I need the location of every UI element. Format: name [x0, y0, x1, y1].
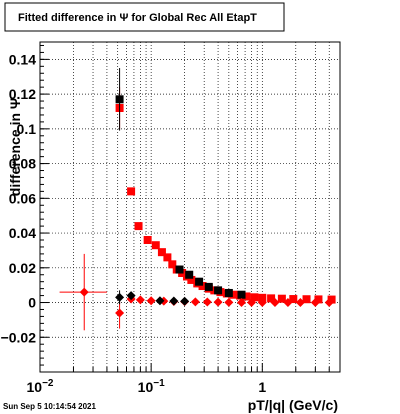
data-point-square: [185, 270, 194, 279]
data-point-diamond: [169, 296, 179, 306]
data-point-square: [151, 241, 160, 250]
y-tick-label: 0: [28, 295, 36, 311]
data-point-diamond: [247, 298, 257, 308]
data-point-square: [327, 295, 336, 304]
data-point-diamond: [135, 295, 145, 305]
y-tick-label: 0.06: [9, 190, 36, 206]
data-point-diamond: [324, 298, 334, 308]
data-point-diamond: [257, 298, 267, 308]
data-point-diamond: [310, 298, 320, 308]
data-point-square: [237, 290, 246, 299]
data-point-square: [198, 282, 207, 291]
data-point-diamond: [283, 298, 293, 308]
axis-ticks: [40, 44, 330, 373]
data-point-diamond: [180, 296, 190, 306]
data-point-square: [204, 282, 213, 291]
data-point-square: [242, 292, 251, 301]
data-point-diamond: [115, 292, 125, 302]
data-point-square: [163, 253, 172, 262]
data-point-square: [250, 293, 259, 302]
y-tick-label: 0.02: [9, 260, 36, 276]
grid: [40, 42, 340, 372]
data-point-square: [187, 275, 196, 284]
y-tick-label: −0.02: [1, 329, 37, 345]
timestamp: Sun Sep 5 10:14:54 2021: [3, 402, 96, 411]
x-tick-labels: 10−2 10−1 1: [27, 378, 267, 395]
y-axis-label: difference in Ψ: [7, 98, 23, 196]
x-tick-label: 10−2: [27, 378, 54, 395]
x-tick-label: 10−1: [138, 378, 165, 395]
data-point-square: [168, 260, 177, 269]
data-point-diamond: [126, 291, 136, 301]
data-point-square: [277, 294, 286, 303]
data-point-diamond: [295, 298, 305, 308]
plot-frame: [39, 41, 341, 373]
data-point-square: [157, 248, 166, 257]
data-point-square: [267, 294, 276, 303]
data-point-square: [195, 277, 204, 286]
data-point-square: [289, 295, 298, 304]
data-marks: [59, 68, 336, 331]
data-point-square: [115, 95, 124, 104]
data-point-diamond: [79, 287, 89, 297]
data-point-diamond: [270, 298, 280, 308]
data-point-diamond: [202, 297, 212, 307]
data-point-diamond: [213, 297, 223, 307]
data-point-square: [175, 265, 184, 274]
y-tick-label: 0.14: [9, 51, 36, 67]
data-point-diamond: [224, 297, 234, 307]
data-point-square: [143, 236, 152, 244]
data-point-square: [127, 187, 136, 196]
data-point-diamond: [190, 297, 200, 307]
data-point-square: [134, 222, 143, 231]
data-point-square: [302, 295, 311, 304]
data-point-diamond: [155, 296, 165, 306]
x-axis-label: pT/|q| (GeV/c): [248, 397, 338, 413]
data-point-diamond: [115, 308, 125, 318]
data-point-diamond: [237, 298, 247, 308]
data-point-square: [258, 293, 267, 302]
data-point-square: [314, 295, 323, 304]
data-point-square: [224, 288, 233, 297]
y-tick-label: 0.04: [9, 225, 36, 241]
chart-title-box: [4, 2, 285, 32]
data-point-square: [214, 286, 223, 295]
chart-title: Fitted difference in Ψ for Global Rec Al…: [18, 12, 257, 24]
data-point-square: [229, 290, 238, 299]
y-tick-label: 0.12: [9, 86, 36, 102]
y-tick-label: 0.1: [17, 121, 37, 137]
x-tick-label: 1: [258, 379, 266, 395]
data-point-diamond: [146, 296, 156, 306]
y-tick-labels: −0.02 0 0.02 0.04 0.06 0.08 0.1 0.12 0.14: [1, 51, 37, 345]
y-tick-label: 0.08: [9, 156, 36, 172]
